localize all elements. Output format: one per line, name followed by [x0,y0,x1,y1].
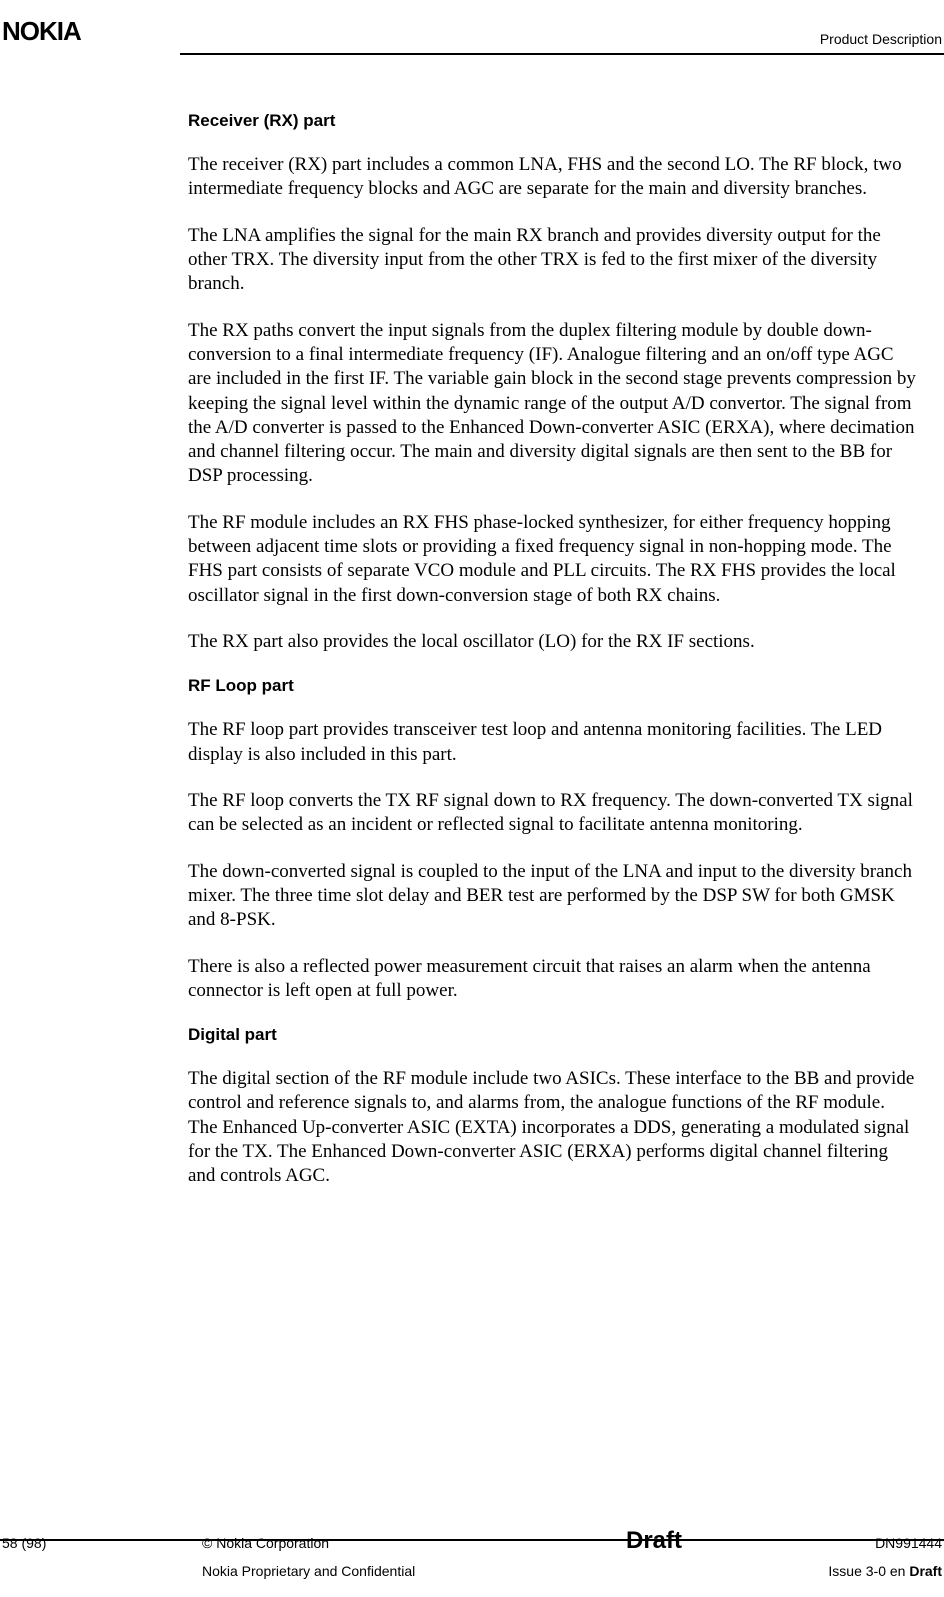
heading-digital: Digital part [188,1025,916,1045]
paragraph: The down-converted signal is coupled to … [188,860,916,933]
footer-doc-number: DN991444 [722,1535,942,1551]
paragraph: The LNA amplifies the signal for the mai… [188,224,916,297]
footer-issue: Issue 3-0 en Draft [722,1563,942,1579]
paragraph: The RF module includes an RX FHS phase-l… [188,511,916,608]
nokia-logo: NOKIA [2,16,81,47]
paragraph: The RF loop converts the TX RF signal do… [188,789,916,838]
paragraph: The receiver (RX) part includes a common… [188,153,916,202]
footer-confidential: Nokia Proprietary and Confidential [202,1563,586,1579]
page-header: NOKIA Product Description [0,0,944,53]
footer-draft-label: Draft [586,1527,722,1555]
content-area: Receiver (RX) part The receiver (RX) par… [188,55,916,1189]
heading-rf-loop: RF Loop part [188,676,916,696]
footer-issue-prefix: Issue 3-0 en [828,1563,909,1579]
footer-page-number: 58 (98) [2,1535,202,1551]
page-footer: 58 (98) © Nokia Corporation Draft DN9914… [0,1527,944,1583]
header-section-label: Product Description [820,31,942,47]
paragraph: The RX part also provides the local osci… [188,630,916,654]
footer-copyright: © Nokia Corporation [202,1535,586,1551]
paragraph: There is also a reflected power measurem… [188,955,916,1004]
footer-issue-bold: Draft [909,1563,942,1579]
paragraph: The RX paths convert the input signals f… [188,319,916,489]
heading-receiver-rx: Receiver (RX) part [188,111,916,131]
paragraph: The digital section of the RF module inc… [188,1067,916,1189]
paragraph: The RF loop part provides transceiver te… [188,718,916,767]
